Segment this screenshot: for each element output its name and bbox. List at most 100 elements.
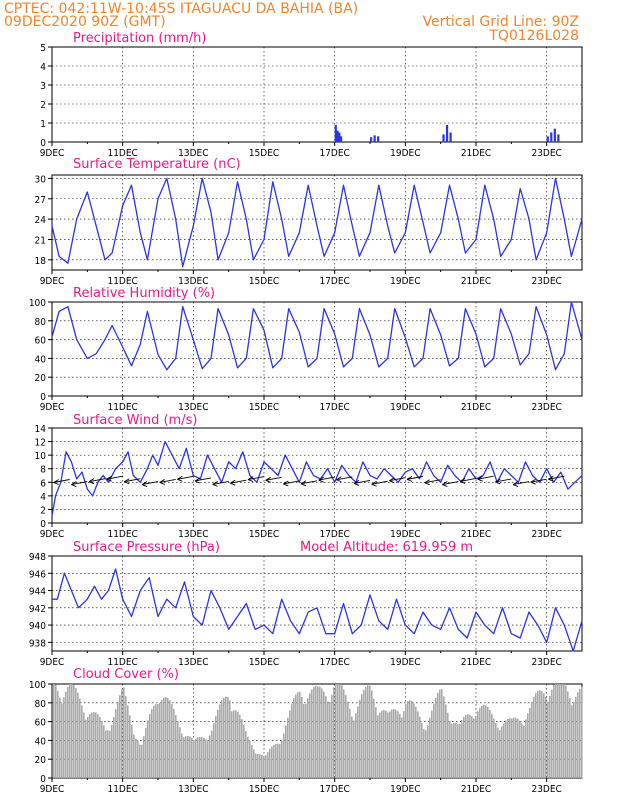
cloud-bar: [421, 722, 423, 778]
wind-arrow-head: [141, 481, 148, 488]
cloud-bar: [99, 717, 101, 778]
cloud-bar: [347, 701, 349, 778]
y-tick-label: 1: [40, 119, 46, 130]
cloud-bar: [549, 695, 551, 778]
wind-arrow-icon: [336, 476, 353, 483]
cloud-bar: [87, 716, 89, 778]
precip-bar: [338, 132, 341, 142]
wind-arrow-shaft: [159, 478, 176, 483]
y-tick-label: 60: [35, 336, 47, 347]
cloud-bar: [527, 713, 529, 778]
x-tick-label: 11DEC: [107, 784, 137, 795]
cloud-bar: [443, 696, 445, 778]
cloud-bar: [551, 689, 553, 778]
wind-arrow-head: [212, 480, 218, 487]
cloud-bar: [519, 720, 521, 778]
cloud-bar: [333, 687, 335, 778]
cloud-bar: [319, 686, 321, 778]
panel-frame: [51, 174, 583, 271]
y-tick-label: 100: [29, 680, 46, 691]
cloud-bar: [73, 684, 75, 778]
x-tick-label: 23DEC: [531, 784, 561, 795]
cloud-bar: [187, 735, 189, 778]
x-tick-label: 13DEC: [178, 784, 208, 795]
precip-bar: [557, 134, 560, 142]
y-tick-label: 100: [29, 298, 46, 309]
cloud-bar: [507, 718, 509, 778]
header-date: 09DEC2020 90Z (GMT): [4, 14, 166, 30]
y-tick-label: 8: [40, 465, 46, 476]
header-grid-line: Vertical Grid Line: 90Z: [423, 14, 579, 30]
cloud-bar: [343, 689, 345, 778]
cloud-bar: [329, 702, 331, 778]
cloud-bar: [247, 736, 249, 778]
y-tick-label: 4: [40, 62, 46, 73]
cloud-bar: [199, 736, 201, 778]
x-tick-label: 11DEC: [107, 402, 137, 413]
cloud-bar: [425, 730, 427, 778]
cloud-bar: [467, 714, 469, 778]
cloud-bar: [261, 754, 263, 778]
cloud-bar: [537, 690, 539, 778]
cloud-bar: [317, 686, 319, 778]
cloud-bar: [297, 692, 299, 778]
cloud-bar: [189, 736, 191, 778]
wind-arrow-head: [424, 479, 430, 486]
cloud-bar: [125, 696, 127, 778]
panel-3: 0 2 4 6 8 10 12 14 9DEC 11DEC 13DEC 15DEC 17DEC 19DEC…: [35, 413, 583, 540]
wind-arrow-shaft: [106, 475, 123, 480]
cloud-bar: [95, 712, 97, 778]
cloud-bar: [413, 703, 415, 778]
cloud-bar: [387, 712, 389, 778]
cloud-bar: [275, 743, 277, 778]
wind-arrow-icon: [230, 479, 247, 486]
x-tick-label: 21DEC: [461, 402, 491, 413]
precip-bar: [445, 124, 449, 142]
cloud-bar: [445, 704, 447, 778]
precip-bar: [442, 134, 445, 142]
precip-bar: [373, 135, 376, 142]
wind-arrow-shaft: [141, 481, 159, 486]
cloud-bar: [259, 754, 261, 778]
cloud-bar: [265, 755, 267, 778]
header-code: TQ0126L028: [488, 28, 579, 44]
cloud-bar: [77, 692, 79, 778]
cloud-bar: [109, 730, 111, 778]
x-tick-label: 15DEC: [249, 529, 279, 540]
cloud-bar: [235, 710, 237, 778]
y-tick-label: 0: [40, 774, 46, 785]
x-tick-label: 9DEC: [40, 402, 65, 413]
cloud-bar: [477, 711, 479, 778]
cloud-bar: [563, 684, 565, 778]
cloud-bar: [263, 756, 265, 778]
x-tick-label: 17DEC: [319, 529, 349, 540]
cloud-bar: [183, 737, 185, 778]
cloud-bar: [65, 691, 67, 778]
wind-arrow-head: [371, 480, 377, 487]
wind-arrow-icon: [353, 479, 371, 486]
cloud-bar: [85, 719, 87, 778]
series-line: [52, 568, 583, 652]
precip-bar: [339, 136, 343, 142]
cloud-bar: [269, 748, 271, 778]
y-tick-label: 4: [40, 492, 46, 503]
cloud-bar: [501, 726, 503, 778]
wind-arrow-head: [159, 479, 165, 485]
cloud-bar: [61, 703, 63, 778]
cloud-bar: [191, 737, 193, 778]
x-tick-label: 13DEC: [178, 148, 208, 159]
y-tick-label: 27: [35, 195, 46, 206]
cloud-bar: [439, 689, 441, 778]
panel-1: 18 21 24 27 30 9DEC 11DEC 13DEC 15DEC 17DEC 19DEC 2…: [35, 157, 583, 287]
cloud-bar: [353, 720, 355, 778]
wind-arrow-shaft: [318, 476, 335, 481]
cloud-bar: [313, 686, 315, 778]
wind-arrow-icon: [283, 480, 300, 487]
cloud-bar: [157, 703, 159, 778]
x-tick-label: 11DEC: [107, 276, 137, 287]
cloud-bar: [461, 719, 463, 778]
cloud-bar: [283, 733, 285, 778]
x-tick-label: 17DEC: [319, 148, 349, 159]
cloud-bar: [451, 723, 453, 778]
cloud-bar: [231, 711, 233, 778]
